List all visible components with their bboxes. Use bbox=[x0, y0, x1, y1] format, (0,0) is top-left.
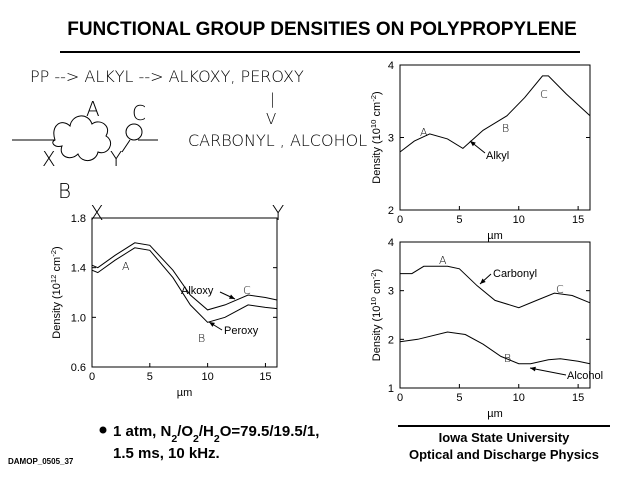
group: Optical and Discharge Physics bbox=[409, 447, 599, 462]
x-tick-label: 10 bbox=[202, 371, 214, 383]
x-tick-label: 0 bbox=[397, 214, 403, 226]
text-part: ) bbox=[371, 91, 383, 95]
arrow-head bbox=[209, 322, 215, 327]
data-line bbox=[400, 265, 591, 309]
x-tick-label: 5 bbox=[456, 392, 462, 404]
bullet-dot bbox=[99, 426, 107, 434]
text-part: -2 bbox=[49, 250, 58, 257]
slide-code: DAMOP_0505_37 bbox=[8, 457, 74, 466]
y-tick-label: 2 bbox=[388, 205, 394, 217]
y-tick-label: 0.6 bbox=[71, 362, 86, 374]
text-part: 12 bbox=[49, 275, 58, 284]
x-tick-label: 15 bbox=[259, 371, 271, 383]
curve-letter: B bbox=[504, 352, 511, 365]
series-label: Alkoxy bbox=[181, 285, 214, 297]
arrow-head bbox=[229, 294, 235, 299]
text-part: -2 bbox=[369, 272, 378, 279]
x-axis-label: µm bbox=[487, 230, 503, 242]
sketch-label: A bbox=[86, 97, 100, 121]
plot-frame bbox=[399, 64, 591, 211]
scheme-arrow: V bbox=[266, 110, 276, 128]
text-part: 2 bbox=[214, 433, 220, 445]
bullet-text: 1.5 ms, 10 kHz. bbox=[113, 445, 220, 462]
y-tick-label: 3 bbox=[388, 286, 394, 298]
y-axis-label: Density (1012 cm-2) bbox=[49, 246, 64, 338]
text-part: O=79.5/19.5/1, bbox=[220, 423, 320, 440]
curve-letter: A bbox=[439, 254, 447, 267]
curve-letter: C bbox=[556, 283, 564, 296]
sketch-label: X bbox=[90, 201, 104, 225]
text-part: 10 bbox=[369, 120, 378, 129]
x-tick-label: 0 bbox=[397, 392, 403, 404]
sketch-label: X bbox=[42, 147, 56, 171]
x-axis-label: µm bbox=[177, 387, 193, 399]
curve-letter: A bbox=[122, 260, 130, 273]
data-line bbox=[399, 331, 591, 365]
text-part: 10 bbox=[369, 297, 378, 306]
curve-letter: C bbox=[243, 284, 251, 297]
curve-letter: B bbox=[198, 332, 205, 345]
series-label: Carbonyl bbox=[493, 268, 537, 280]
text-part: Density (10 bbox=[371, 306, 383, 362]
text-part: cm bbox=[371, 279, 383, 297]
x-tick-label: 10 bbox=[513, 392, 525, 404]
text-part: Density (10 bbox=[371, 128, 383, 184]
y-tick-label: 1.0 bbox=[71, 312, 86, 324]
x-tick-label: 15 bbox=[572, 392, 584, 404]
slide-title: FUNCTIONAL GROUP DENSITIES ON POLYPROPYL… bbox=[67, 19, 577, 40]
text-part: Density (10 bbox=[51, 283, 63, 339]
y-tick-label: 4 bbox=[388, 237, 394, 249]
y-tick-label: 4 bbox=[388, 60, 394, 72]
curve-letter: A bbox=[420, 126, 428, 139]
x-axis-label: µm bbox=[487, 408, 503, 420]
curve-letter: B bbox=[502, 122, 509, 135]
sketch-label: B bbox=[58, 179, 71, 203]
series-label: Alkyl bbox=[486, 150, 509, 162]
x-tick-label: 5 bbox=[147, 371, 153, 383]
data-line bbox=[91, 242, 278, 311]
text-part: cm bbox=[371, 102, 383, 120]
y-axis-label: Density (1010 cm-2) bbox=[369, 269, 384, 361]
y-tick-label: 3 bbox=[388, 133, 394, 145]
label-arrow bbox=[529, 367, 567, 376]
x-tick-label: 10 bbox=[513, 214, 525, 226]
y-tick-label: 1.4 bbox=[71, 263, 86, 275]
x-tick-label: 5 bbox=[456, 214, 462, 226]
bullet-text: 1 atm, N2/O2/H2O=79.5/19.5/1, bbox=[113, 423, 319, 445]
y-tick-label: 1.8 bbox=[71, 213, 86, 225]
arrow-head bbox=[470, 141, 476, 147]
scheme-line: PP --> ALKYL --> ALKOXY, PEROXY bbox=[30, 67, 304, 86]
series-label: Peroxy bbox=[224, 325, 259, 337]
text-part: 2 bbox=[193, 433, 199, 445]
sketch-label: C bbox=[132, 101, 146, 125]
scheme-line: CARBONYL , ALCOHOL bbox=[188, 131, 367, 150]
text-part: ) bbox=[371, 269, 383, 273]
text-part: cm bbox=[51, 257, 63, 275]
y-tick-label: 2 bbox=[388, 334, 394, 346]
sketch-label: Y bbox=[272, 201, 284, 225]
plot-frame bbox=[399, 241, 591, 389]
y-axis-label: Density (1010 cm-2) bbox=[369, 91, 384, 183]
text-part: /H bbox=[199, 423, 214, 440]
text-part: -2 bbox=[369, 95, 378, 102]
series-label: Alcohol bbox=[567, 370, 603, 382]
y-tick-label: 1 bbox=[388, 383, 394, 395]
scheme-bar: | bbox=[270, 90, 275, 108]
text-part: 1 atm, N bbox=[113, 423, 171, 440]
x-tick-label: 0 bbox=[89, 371, 95, 383]
arrow-head bbox=[480, 278, 486, 284]
arrow-head bbox=[530, 366, 536, 372]
data-line bbox=[399, 75, 591, 153]
text-part: /O bbox=[177, 423, 193, 440]
university: Iowa State University bbox=[439, 430, 571, 445]
data-line bbox=[91, 247, 278, 323]
sketch-label: Y bbox=[110, 147, 122, 171]
molecule-sketch bbox=[12, 115, 158, 161]
text-part: 2 bbox=[171, 433, 177, 445]
plot-frame bbox=[91, 217, 278, 368]
text-part: ) bbox=[51, 246, 63, 250]
x-tick-label: 15 bbox=[572, 214, 584, 226]
curve-letter: C bbox=[540, 88, 548, 101]
